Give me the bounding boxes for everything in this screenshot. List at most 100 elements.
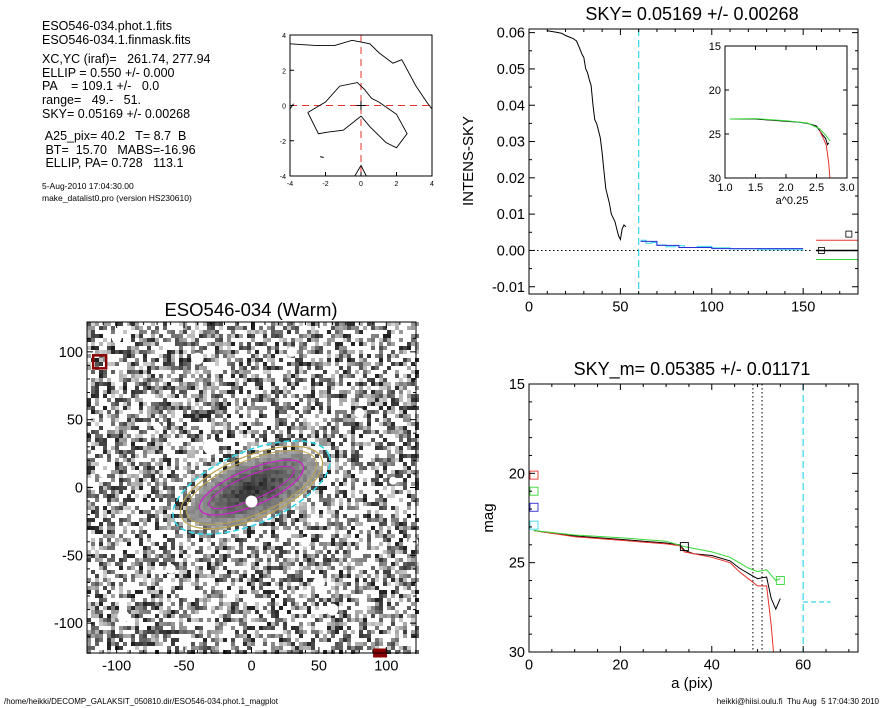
- contour-bottom-fragment: [354, 164, 367, 177]
- contour-xtick-label: 4: [430, 181, 434, 188]
- contour-ytick-label: -4: [280, 174, 286, 181]
- sky-marker-square: [818, 247, 825, 254]
- sky-xtick-label: 150: [791, 300, 815, 316]
- galaxy-xtick-label: -100: [102, 659, 131, 675]
- sky-ytick-label: 0.05: [497, 62, 525, 78]
- inset-series-green-line: [729, 118, 831, 142]
- galaxy-masked-star: [286, 346, 297, 357]
- inset-ytick-label: 25: [709, 129, 721, 141]
- info-program: make_datalist0.pro (version HS230610): [42, 192, 192, 203]
- galaxy-ytick-label: -100: [54, 616, 83, 632]
- galaxy-title: ESO546-034 (Warm): [164, 299, 337, 320]
- galaxy-corner-marker-topleft: [91, 354, 108, 370]
- inset-ytick-label: 30: [709, 173, 721, 185]
- mag-xlabel: a (pix): [671, 675, 713, 692]
- galaxy-isophote-ellipse: [172, 440, 331, 535]
- inset-ytick-label: 15: [709, 41, 721, 53]
- contour-speck: [320, 156, 324, 158]
- mag-legend-square-cyan: [529, 520, 539, 530]
- galaxy-xtick-label: -50: [174, 659, 195, 675]
- mag-ytick-label: 25: [509, 556, 525, 572]
- sky-ytick-label: 0.00: [497, 244, 525, 260]
- footer-user: heikki@hiisi.oulu.fi Thu Aug 5 17:04:30 …: [716, 697, 879, 706]
- galaxy-masked-star: [354, 407, 365, 418]
- galaxy-masked-star: [99, 469, 108, 478]
- sky-series-black-line: [547, 30, 627, 242]
- galaxy-ytick-label: -50: [62, 548, 83, 564]
- contour-ytick-label: -2: [280, 139, 286, 146]
- galaxy-masked-star: [203, 438, 220, 455]
- mag-frame: [528, 383, 859, 653]
- mag-series-red-line: [533, 530, 774, 653]
- inset-background: [725, 46, 847, 178]
- mag-xtick-label: 0: [525, 658, 533, 674]
- mag-series-black-line: [533, 530, 781, 611]
- contour-left-fragment: [289, 103, 294, 110]
- info-bt: BT= 15.70 MABS=-16.96: [42, 142, 196, 157]
- sky-ytick-label: 0.06: [497, 26, 525, 42]
- info-ellip-pa: ELLIP, PA= 0.728 113.1: [42, 156, 184, 171]
- sky-series-blue-line: [640, 240, 804, 250]
- sky-ytick-label: 0.01: [497, 207, 525, 223]
- inset-series-red-line: [819, 130, 831, 179]
- mag-ylabel: mag: [480, 503, 497, 532]
- sky-ytick-label: 0.03: [497, 135, 525, 151]
- contour-ytick-label: 0: [282, 104, 286, 111]
- contour-xtick-label: -4: [287, 181, 293, 188]
- inset-xlabel: a^0.25: [776, 195, 809, 207]
- footer-path: /home/heikki/DECOMP_GALAKSIT_050810.dir/…: [4, 697, 278, 706]
- contour-inner-line: [307, 82, 408, 149]
- mag-ytick-label: 30: [509, 645, 525, 661]
- contour-outer-line: [289, 39, 433, 110]
- contour-xtick-label: -2: [322, 181, 328, 188]
- sky-xtick-label: 100: [700, 300, 724, 316]
- mag-marker-square-green: [775, 576, 785, 585]
- mag-series-green-line: [533, 530, 781, 582]
- galaxy-masked-star: [300, 536, 311, 547]
- info-filename-phot: ESO546-034.phot.1.fits: [42, 19, 172, 33]
- sky-ytick-label: -0.01: [492, 280, 525, 296]
- sky-ytick-label: 0.04: [497, 98, 525, 114]
- galaxy-masked-star: [111, 333, 122, 344]
- galaxy-masked-star: [117, 610, 130, 623]
- sky-xtick-label: 0: [525, 300, 533, 316]
- mag-xtick-label: 40: [704, 658, 720, 674]
- mag-marker-square-black: [679, 542, 689, 552]
- galaxy-masked-star: [165, 563, 176, 574]
- sky-marker-square: [845, 230, 853, 238]
- galaxy-ytick-label: 100: [59, 345, 83, 361]
- galaxy-xtick-label: 100: [374, 659, 398, 675]
- galaxy-masked-star: [312, 576, 325, 589]
- sky-ytick-label: 0.02: [497, 171, 525, 187]
- info-filename-mask: ESO546-034.1.finmask.fits: [42, 32, 191, 47]
- contour-xtick-label: 0: [359, 181, 363, 188]
- sky-title: SKY= 0.05169 +/- 0.00268: [585, 4, 798, 24]
- galaxy-masked-star: [326, 603, 339, 616]
- galaxy-masked-star: [153, 422, 162, 431]
- galaxy-image-layer: [87, 322, 419, 654]
- sky-ylabel: INTENS-SKY: [460, 116, 477, 206]
- mag-ytick-label: 15: [509, 377, 525, 393]
- info-panel: ESO546-034.phot.1.fits ESO546-034.1.finm…: [42, 19, 211, 204]
- galaxy-ytick-label: 50: [67, 413, 83, 429]
- mag-ytick-label: 20: [509, 466, 525, 482]
- galaxy-masked-star: [191, 352, 204, 365]
- contour-ytick-label: 2: [282, 68, 286, 75]
- inset-ytick-label: 20: [709, 85, 721, 97]
- info-sky: SKY= 0.05169 +/- 0.00268: [42, 106, 191, 121]
- galaxy-center-mask: [245, 495, 258, 508]
- mag-xtick-label: 60: [795, 658, 811, 674]
- inset-xtick-label: 1.5: [748, 182, 763, 194]
- info-a25: A25_pix= 40.2 T= 8.7 B: [42, 129, 187, 144]
- mag-legend-square-blue: [529, 502, 539, 512]
- info-range: range= 49.- 51.: [42, 92, 142, 107]
- contour-xtick-label: 2: [395, 181, 399, 188]
- galaxy-isophote-ellipse: [185, 450, 318, 525]
- inset-xtick-label: 2.0: [778, 182, 793, 194]
- galaxy-ytick-label: 0: [75, 481, 83, 497]
- mag-title: SKY_m= 0.05385 +/- 0.01171: [574, 359, 811, 380]
- mag-legend-square-red: [529, 470, 539, 480]
- galaxy-xtick-label: 0: [247, 659, 255, 675]
- info-date: 5-Aug-2010 17:04:30.00: [42, 180, 134, 191]
